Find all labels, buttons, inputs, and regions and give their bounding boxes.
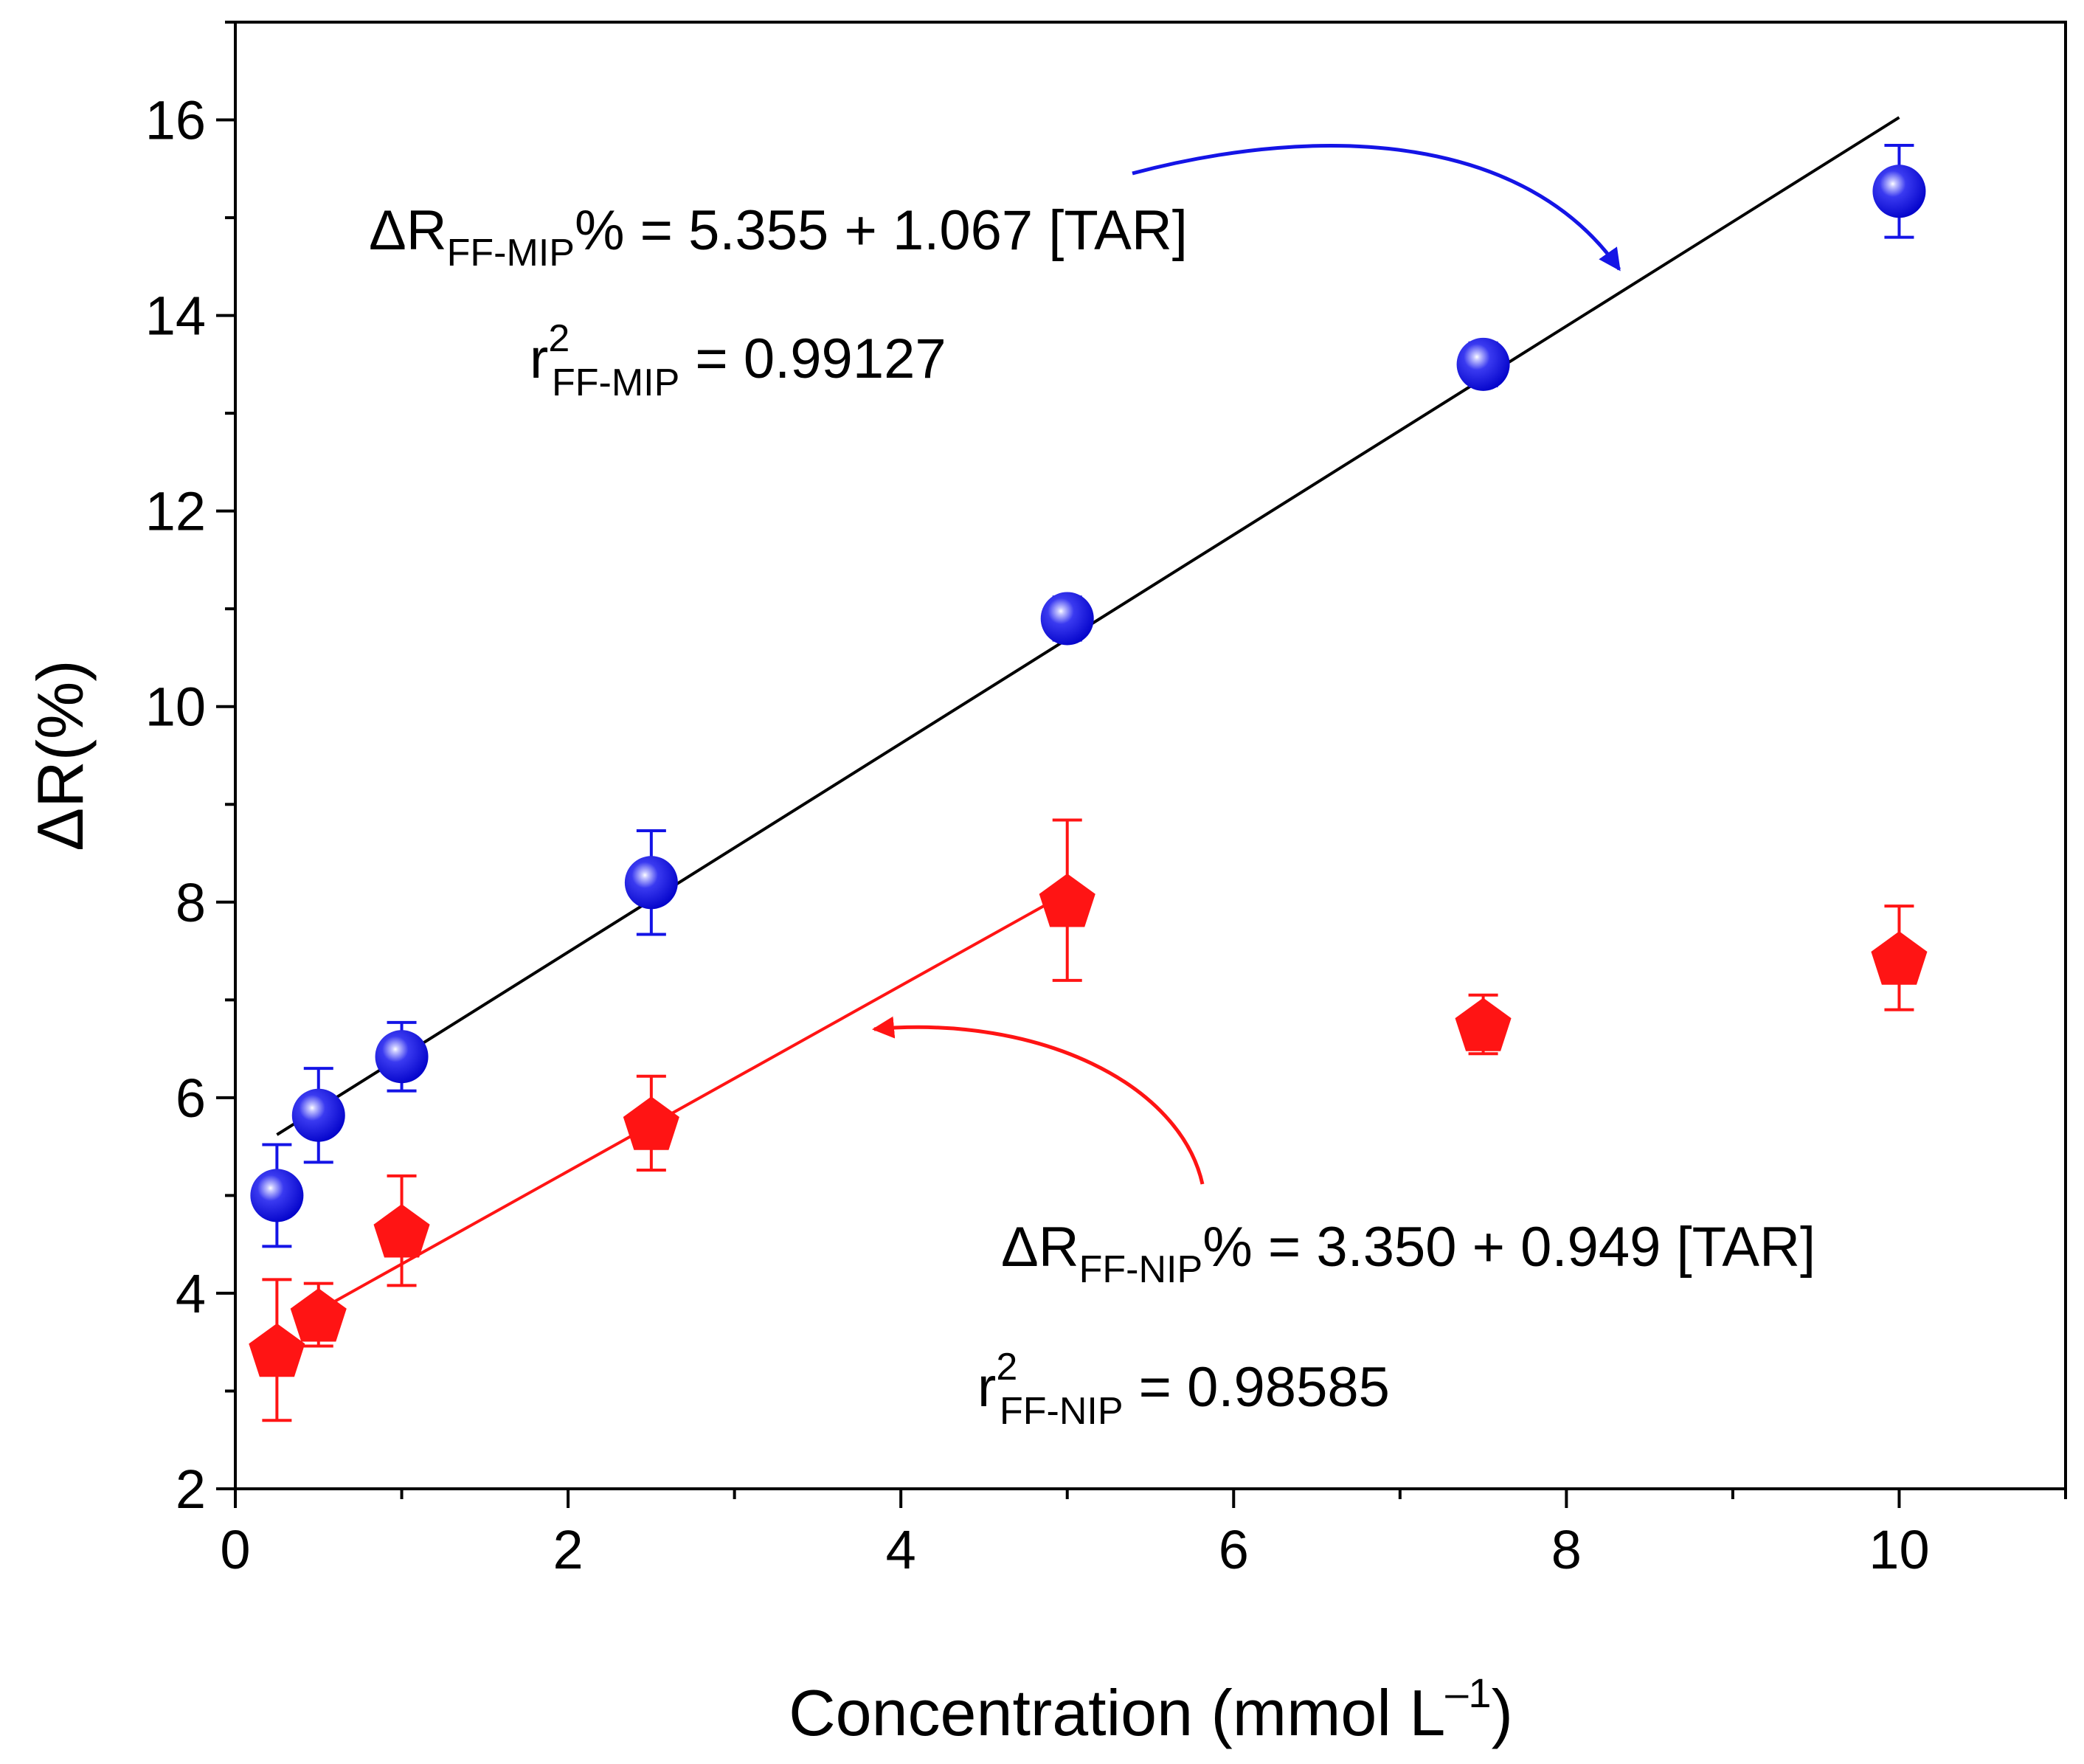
x-tick-label: 8 — [1551, 1519, 1582, 1580]
ff-nip-point — [1455, 997, 1512, 1051]
mip-r2-rest: = 0.99127 — [679, 328, 946, 390]
mip-equation-sub: FF-MIP — [447, 232, 575, 274]
ff-nip-point — [623, 1096, 679, 1150]
x-tick-label: 6 — [1219, 1519, 1249, 1580]
x-tick-label: 2 — [553, 1519, 584, 1580]
y-axis-title: ΔR(%) — [24, 660, 97, 851]
y-tick-label: 12 — [145, 481, 206, 542]
x-tick-label: 0 — [220, 1519, 250, 1580]
ff-mip-point — [375, 1030, 429, 1084]
y-tick-label: 2 — [176, 1459, 206, 1520]
ff-mip-point — [1872, 165, 1926, 218]
data-points — [249, 165, 1928, 1377]
ff-nip-point — [1039, 874, 1095, 927]
mip-r2-sub: FF-MIP — [552, 362, 679, 404]
x-tick-label: 10 — [1869, 1519, 1929, 1580]
mip-r2-sup: 2 — [548, 317, 570, 360]
x-axis-title-close: ) — [1492, 1676, 1513, 1749]
nip-r2-sub: FF-NIP — [1000, 1390, 1124, 1433]
y-tick-label: 6 — [176, 1068, 206, 1129]
y-tick-label: 8 — [176, 872, 206, 933]
mip-equation: ΔRFF-MIP% = 5.355 + 1.067 [TAR] — [369, 199, 1188, 274]
ff-nip-point — [373, 1204, 430, 1258]
ff-mip-point — [1456, 337, 1510, 391]
plot-frame — [234, 21, 2067, 1490]
ff-mip-point — [624, 856, 678, 910]
ff-mip-point — [1040, 592, 1094, 646]
nip-r2: r2 FF-NIP = 0.98585 — [977, 1346, 1390, 1433]
nip-annotation-arrow — [872, 1016, 1205, 1185]
ff-mip-point — [291, 1088, 345, 1142]
x-axis-title-sup: –1 — [1445, 1670, 1491, 1716]
mip-equation-rest: % = 5.355 + 1.067 [TAR] — [575, 199, 1188, 262]
y-tick-label: 16 — [145, 90, 206, 151]
mip-r2: r2 FF-MIP = 0.99127 — [530, 317, 946, 404]
ff-nip-point — [1871, 931, 1928, 985]
ff-nip-point — [290, 1288, 347, 1342]
y-tick-label: 14 — [145, 286, 206, 347]
nip-equation: ΔRFF-NIP% = 3.350 + 0.949 [TAR] — [1001, 1216, 1815, 1291]
ff-nip-fit-line — [317, 891, 1068, 1312]
nip-equation-rest: % = 3.350 + 0.949 [TAR] — [1202, 1216, 1815, 1279]
y-tick-label: 10 — [145, 677, 206, 738]
nip-r2-rest: = 0.98585 — [1124, 1356, 1390, 1419]
x-axis-title: Concentration (mmol L–1) — [789, 1670, 1513, 1749]
x-tick-label: 4 — [886, 1519, 916, 1580]
nip-r2-sup: 2 — [996, 1346, 1017, 1388]
nip-equation-sub: FF-NIP — [1079, 1248, 1203, 1291]
ff-nip-point — [249, 1323, 305, 1377]
mip-annotation-arrow — [1132, 144, 1621, 271]
ff-mip-point — [250, 1169, 304, 1222]
y-tick-label: 4 — [176, 1263, 206, 1324]
fit-lines — [276, 116, 1900, 1312]
